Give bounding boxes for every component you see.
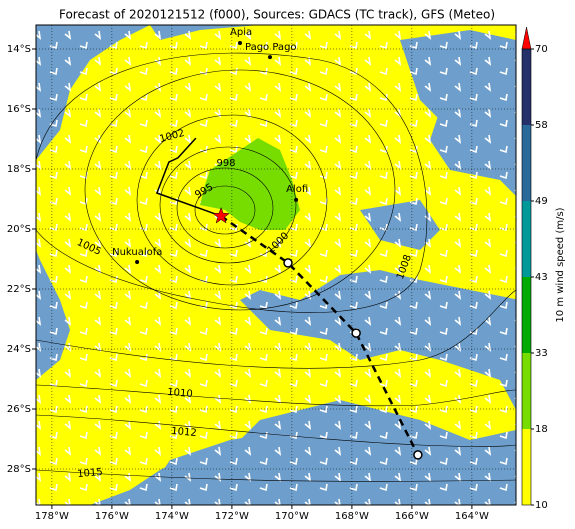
x-tick-label: 164°W xyxy=(455,511,489,522)
y-tick-label: 18°S xyxy=(7,164,31,175)
isobars xyxy=(36,52,516,482)
colorbar-tick-label: 70 xyxy=(535,44,548,55)
isobar-label: 1012 xyxy=(171,426,197,439)
place-marker xyxy=(268,55,272,60)
x-tick-label: 174°W xyxy=(155,511,189,522)
x-tick-label: 168°W xyxy=(335,511,369,522)
colorbar-segment xyxy=(522,49,531,125)
cyclone-symbol xyxy=(413,450,423,460)
colorbar-extend xyxy=(521,26,532,50)
y-tick-label: 26°S xyxy=(7,404,31,415)
x-tick-label: 176°W xyxy=(95,511,129,522)
y-tick-label: 20°S xyxy=(7,224,31,235)
x-tick-label: 178°W xyxy=(35,511,69,522)
place-label: Alofi xyxy=(286,184,308,195)
observed-track xyxy=(155,137,222,217)
forecast-track xyxy=(220,215,420,456)
x-tick-label: 172°W xyxy=(215,511,249,522)
isobar-label: 998 xyxy=(216,158,235,169)
y-tick-label: 24°S xyxy=(7,344,31,355)
colorbar-tick-label: 43 xyxy=(535,272,548,283)
map-area xyxy=(36,25,516,505)
storm-center xyxy=(212,206,230,224)
wind-area-green xyxy=(200,138,300,230)
colorbar-segment xyxy=(522,201,531,277)
colorbar-segment xyxy=(522,353,531,429)
isobar-label: 1015 xyxy=(77,467,103,480)
colorbar-tick-label: 33 xyxy=(535,348,548,359)
map-frame xyxy=(35,24,517,506)
graticule: 178°W 176°W 174°W 172°W 170°W 168°W 166°W 164°W… xyxy=(7,25,516,522)
colorbar-segment xyxy=(522,277,531,353)
colorbar-segment xyxy=(522,429,531,505)
colorbar-segment xyxy=(522,125,531,201)
colorbar-tick-label: 49 xyxy=(535,196,548,207)
title: Forecast of 2020121512 (f000), Sources: … xyxy=(59,8,495,22)
y-tick-label: 14°S xyxy=(7,44,31,55)
place-marker xyxy=(135,260,140,264)
place-label: Nukualofa xyxy=(112,247,162,258)
place-label: Apia xyxy=(230,27,252,38)
colorbar-tick-label: 58 xyxy=(535,120,548,131)
place-label: Pago Pago xyxy=(245,42,297,53)
x-tick-label: 166°W xyxy=(395,511,429,522)
x-tick-label: 170°W xyxy=(275,511,309,522)
place-marker xyxy=(238,41,242,45)
colorbar-tick-label: 18 xyxy=(535,424,548,435)
place-marker xyxy=(294,197,299,202)
y-tick-label: 22°S xyxy=(7,284,31,295)
colorbar-label: 10 m wind speed (m/s) xyxy=(555,207,566,322)
cyclone-symbol xyxy=(351,328,361,338)
y-tick-label: 16°S xyxy=(7,104,31,115)
wind-barbs xyxy=(36,25,516,505)
cyclone-symbol xyxy=(283,258,293,268)
y-tick-label: 28°S xyxy=(7,464,31,475)
isobar-label: 1010 xyxy=(167,387,193,400)
colorbar-tick-label: 10 xyxy=(535,500,548,511)
